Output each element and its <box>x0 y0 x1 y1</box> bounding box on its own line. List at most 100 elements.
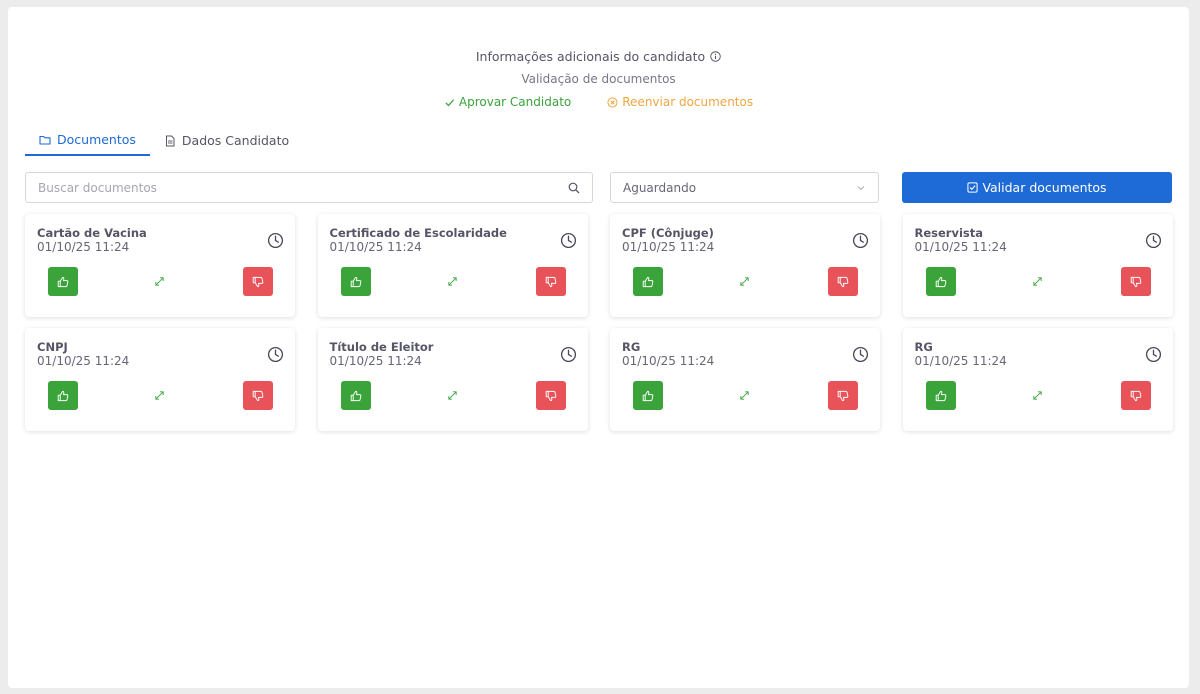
clock-icon <box>852 346 869 363</box>
search-box <box>25 172 593 203</box>
document-title: RG <box>622 340 641 354</box>
expand-icon[interactable] <box>1032 390 1043 401</box>
document-date: 01/10/25 11:24 <box>329 240 422 254</box>
thumbs-up-icon <box>642 390 654 401</box>
thumbs-up-icon <box>350 276 361 287</box>
thumbs-up-icon <box>350 390 361 401</box>
expand-icon[interactable] <box>1032 276 1043 287</box>
info-icon[interactable] <box>710 51 721 62</box>
thumbs-down-icon <box>545 276 556 287</box>
tab-bar: Documentos Dados Candidato <box>25 129 303 156</box>
document-date: 01/10/25 11:24 <box>37 240 130 254</box>
document-card: CNPJ 01/10/25 11:24 <box>25 328 295 431</box>
approve-document-button[interactable] <box>340 381 371 410</box>
expand-icon[interactable] <box>739 390 750 401</box>
document-card: Certificado de Escolaridade 01/10/25 11:… <box>317 214 588 317</box>
tab-dados-candidato-label: Dados Candidato <box>181 133 290 148</box>
approve-candidate-link[interactable]: Aprovar Candidato <box>444 95 571 109</box>
document-title: CNPJ <box>37 340 68 354</box>
expand-icon[interactable] <box>154 390 165 401</box>
validate-documents-label: Validar documentos <box>982 180 1107 195</box>
chevron-down-icon <box>857 185 865 190</box>
reject-document-button[interactable] <box>1120 267 1151 296</box>
tab-dados-candidato[interactable]: Dados Candidato <box>150 129 303 156</box>
document-date: 01/10/25 11:24 <box>914 354 1007 368</box>
document-title: Título de Eleitor <box>329 340 434 354</box>
reject-document-button[interactable] <box>828 381 858 410</box>
clock-icon <box>560 346 576 363</box>
document-card: RG 01/10/25 11:24 <box>610 328 880 431</box>
approve-document-button[interactable] <box>48 381 78 410</box>
validate-documents-button[interactable]: Validar documentos <box>902 172 1172 203</box>
document-title: RG <box>914 340 933 354</box>
expand-icon[interactable] <box>154 276 165 287</box>
expand-icon[interactable] <box>739 276 750 287</box>
document-icon <box>165 135 175 146</box>
document-card: Título de Eleitor 01/10/25 11:24 <box>317 328 588 431</box>
document-card: CPF (Cônjuge) 01/10/25 11:24 <box>610 214 880 317</box>
resend-documents-label: Reenviar documentos <box>622 95 754 109</box>
checkbox-checked-icon <box>967 182 979 193</box>
page-title: Informações adicionais do candidato <box>476 49 721 64</box>
approve-candidate-label: Aprovar Candidato <box>458 95 572 109</box>
document-card: Reservista 01/10/25 11:24 <box>902 214 1173 317</box>
thumbs-down-icon <box>545 390 556 401</box>
header-actions: Aprovar Candidato Reenviar documentos <box>8 95 1189 109</box>
reject-document-button[interactable] <box>535 267 566 296</box>
document-date: 01/10/25 11:24 <box>622 354 715 368</box>
thumbs-up-icon <box>935 276 946 287</box>
document-date: 01/10/25 11:24 <box>914 240 1007 254</box>
thumbs-down-icon <box>837 276 849 287</box>
approve-document-button[interactable] <box>633 267 663 296</box>
main-panel: Informações adicionais do candidato Vali… <box>8 7 1189 688</box>
clock-icon <box>267 232 284 249</box>
approve-document-button[interactable] <box>633 381 663 410</box>
close-circle-icon <box>607 96 618 108</box>
thumbs-up-icon <box>935 390 946 401</box>
approve-document-button[interactable] <box>48 267 78 296</box>
thumbs-up-icon <box>642 276 654 287</box>
approve-document-button[interactable] <box>340 267 371 296</box>
thumbs-up-icon <box>57 276 69 287</box>
document-date: 01/10/25 11:24 <box>622 240 715 254</box>
document-title: Reservista <box>914 226 984 240</box>
approve-document-button[interactable] <box>925 381 956 410</box>
status-filter-value: Aguardando <box>623 180 697 195</box>
resend-documents-link[interactable]: Reenviar documentos <box>607 95 753 109</box>
check-icon <box>445 98 454 106</box>
document-title: Certificado de Escolaridade <box>329 226 507 240</box>
thumbs-down-icon <box>837 390 849 401</box>
document-title: CPF (Cônjuge) <box>622 226 714 240</box>
reject-document-button[interactable] <box>828 267 858 296</box>
expand-icon[interactable] <box>447 390 458 401</box>
clock-icon <box>1145 232 1161 249</box>
document-date: 01/10/25 11:24 <box>37 354 130 368</box>
search-input[interactable] <box>38 180 538 195</box>
document-card: Cartão de Vacina 01/10/25 11:24 <box>25 214 295 317</box>
clock-icon <box>1145 346 1161 363</box>
page-title-text: Informações adicionais do candidato <box>475 49 706 64</box>
thumbs-down-icon <box>1130 276 1141 287</box>
page-header: Informações adicionais do candidato Vali… <box>8 46 1189 109</box>
approve-document-button[interactable] <box>925 267 956 296</box>
reject-document-button[interactable] <box>243 267 273 296</box>
reject-document-button[interactable] <box>1120 381 1151 410</box>
tab-documentos[interactable]: Documentos <box>25 129 150 156</box>
reject-document-button[interactable] <box>243 381 273 410</box>
thumbs-down-icon <box>252 390 264 401</box>
reject-document-button[interactable] <box>535 381 566 410</box>
folder-icon <box>39 135 51 145</box>
status-filter-select[interactable]: Aguardando <box>610 172 879 203</box>
thumbs-up-icon <box>57 390 69 401</box>
document-date: 01/10/25 11:24 <box>329 354 422 368</box>
search-icon[interactable] <box>568 182 580 194</box>
thumbs-down-icon <box>1130 390 1141 401</box>
tab-documentos-label: Documentos <box>57 132 136 147</box>
document-title: Cartão de Vacina <box>37 226 147 240</box>
expand-icon[interactable] <box>447 276 458 287</box>
thumbs-down-icon <box>252 276 264 287</box>
clock-icon <box>560 232 576 249</box>
document-card: RG 01/10/25 11:24 <box>902 328 1173 431</box>
clock-icon <box>267 346 284 363</box>
page-subtitle: Validação de documentos <box>521 72 676 86</box>
